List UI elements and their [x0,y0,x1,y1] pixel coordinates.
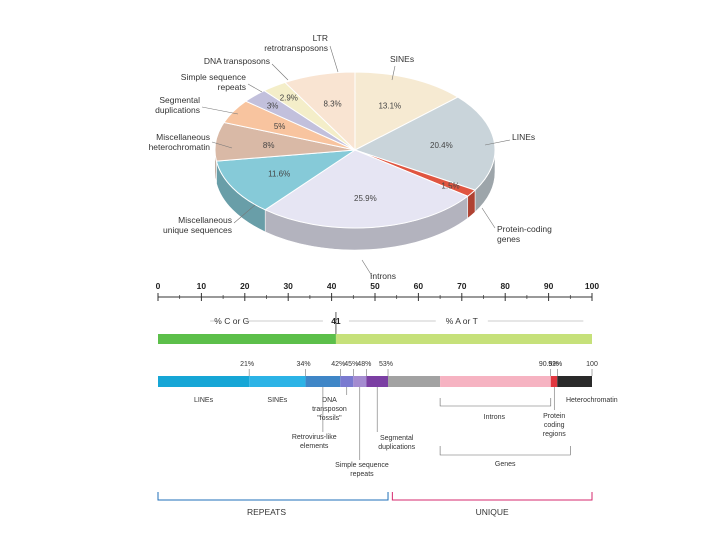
boundary-label-4: 48% [357,361,371,368]
segment-label-retrovirus: Retrovirus-like elements [292,434,337,450]
at-text-label: % A or T [446,316,478,326]
pie-slice-0 [354,71,459,151]
repeats-bracket [157,492,389,501]
genes-bracket [439,446,571,456]
gc-content-bar: 41 % C or G % A or T [158,312,592,344]
axis-tick-label-2: 20 [240,281,250,291]
pie-leader-line-7 [247,83,263,93]
segment-5 [366,376,389,387]
axis-tick-label-5: 50 [370,281,380,291]
pie-category-label-0: SINEs [390,54,414,64]
segment-1 [249,376,306,387]
pie-pct-label-6: 5% [274,122,286,131]
repeats-label: REPEATS [247,507,286,517]
pie-pct-label-7: 3% [267,101,279,110]
axis-tick-label-7: 70 [457,281,467,291]
segment-3 [340,376,354,387]
boundary-label-1: 34% [297,361,311,368]
axis-tick-label-6: 60 [414,281,424,291]
repeats-unique-brackets: REPEATS UNIQUE [157,492,593,517]
gc-value-label: 41 [331,316,341,326]
pie-pct-label-3: 25.9% [354,194,377,203]
pie-slice-1 [353,96,496,191]
pie-leader-line-4 [233,204,256,224]
introns-bracket [439,398,552,407]
segment-label-introns: Introns [484,414,506,421]
pie-leader-line-1 [484,139,511,146]
genes-label: Genes [495,461,516,468]
axis-tick-label-0: 0 [156,281,161,291]
pie-category-label-5: Miscellaneous heterochromatin [149,132,211,152]
pie-pct-label-1: 20.4% [430,141,453,150]
pie-category-label-1: LINEs [512,132,535,142]
segment-label-segdup: Segmental duplications [378,435,415,451]
boundary-label-5: 53% [379,361,393,368]
pie-category-label-2: Protein-coding genes [497,224,552,244]
segment-label-heterochromatin: Heterochromatin [566,397,618,404]
segment-2 [305,376,341,387]
boundary-label-6: 90.5% [539,361,559,368]
segment-0 [158,376,250,387]
segment-8 [550,376,558,387]
axis-tick-label-4: 40 [327,281,337,291]
gc-segment [158,334,336,344]
percent-axis: 0 10 20 30 40 50 60 70 80 90 100 [156,281,599,301]
pie-leader-line-9 [329,45,339,73]
axis-tick-label-3: 30 [283,281,293,291]
pie-pct-label-5: 8% [263,141,275,150]
boundary-label-7: 92% [548,361,562,368]
segment-label-protein-coding: Protein coding regions [543,413,566,438]
axis-tick-label-10: 100 [585,281,599,291]
axis-tick-label-8: 80 [500,281,510,291]
segment-7 [440,376,551,387]
pie-leader-line-3 [361,259,373,277]
unique-bracket [391,492,593,501]
pie-leader-line-6 [201,106,239,115]
pie-leader-line-5 [211,141,233,149]
pie-slice-9 [284,71,356,152]
gc-text-label: % C or G [214,316,249,326]
boundary-label-0: 21% [240,361,254,368]
at-segment [335,334,592,344]
pie-category-label-9: LTR retrotransposons [264,33,328,53]
segment-9 [557,376,592,387]
segment-label-ssr: Simple sequence repeats [335,462,389,478]
boundary-label-3: 45% [344,361,358,368]
pie-category-label-4: Miscellaneous unique sequences [163,215,232,235]
boundary-label-8: 100 [586,361,598,368]
unique-label: UNIQUE [476,507,509,517]
pie-pct-label-9: 8.3% [323,99,341,108]
segment-4 [353,376,367,387]
pie-chart: 13.1% 20.4% 1.5% 25.9% 11.6% 8% 5% 3%2.9% 8.3% SI… [149,33,553,281]
pie-slice-3 [264,149,469,229]
segment-label-dna-transposon: DNA transposon "fossils" [312,397,347,422]
genome-segment-bar: 21% 34% 42% 45% 48% 53% 90.5%92% 100 LINEs SINEs D… [158,361,618,478]
segment-label-lines: LINEs [194,397,214,404]
pie-slice-4 [215,149,357,211]
pie-category-label-3: Introns [370,271,396,281]
axis-tick-label-1: 10 [197,281,207,291]
pie-category-label-7: Simple sequence repeats [181,72,246,92]
pie-pct-label-2: 1.5% [441,181,459,190]
axis-tick-label-9: 90 [544,281,554,291]
segment-6 [388,376,441,387]
pie-pct-label-8: 2.9% [280,94,298,103]
pie-pct-label-0: 13.1% [378,102,401,111]
pie-leader-line-2 [481,207,496,229]
boundary-label-2: 42% [331,361,345,368]
pie-category-label-8: DNA transposons [204,56,270,66]
pie-leader-line-8 [271,63,289,81]
pie-leader-line-0 [391,65,396,81]
pie-pct-label-4: 11.6% [268,170,290,179]
segment-label-sines: SINEs [267,397,287,404]
pie-category-label-6: Segmental duplications [155,95,200,115]
